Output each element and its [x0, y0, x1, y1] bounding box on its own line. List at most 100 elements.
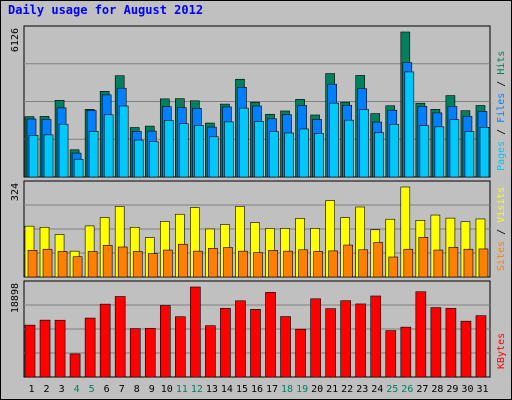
bar-sites-day-18 — [283, 250, 293, 278]
bar-kbytes-day-30 — [460, 320, 472, 378]
bar-sites-day-12 — [193, 250, 203, 278]
bar-kbytes-day-3 — [54, 319, 66, 378]
bar-kbytes-day-31 — [475, 315, 487, 378]
x-tick-label-day-16: 16 — [251, 384, 263, 395]
bar-sites-day-30 — [463, 248, 474, 278]
bar-kbytes-day-10 — [159, 305, 171, 378]
chart-title: Daily usage for August 2012 — [8, 3, 204, 17]
x-tick-label-day-24: 24 — [371, 384, 383, 395]
bar-sites-day-5 — [87, 251, 98, 278]
bar-kbytes-day-22 — [340, 300, 351, 378]
bar-pages-day-24 — [374, 132, 385, 178]
bar-kbytes-day-2 — [39, 319, 51, 378]
axis-title-part: Hits — [496, 51, 507, 75]
axis-title-part: Files — [496, 93, 507, 123]
bar-sites-day-3 — [57, 251, 68, 278]
x-tick-label-day-11: 11 — [176, 384, 188, 395]
bar-pages-day-21 — [329, 102, 339, 178]
bar-kbytes-day-29 — [445, 308, 457, 378]
bar-pages-day-3 — [58, 123, 69, 178]
x-tick-label-day-1: 1 — [29, 384, 35, 395]
x-tick-label-day-14: 14 — [221, 384, 233, 395]
bar-sites-day-22 — [343, 244, 353, 278]
bar-pages-day-12 — [194, 125, 204, 178]
x-tick-label-day-2: 2 — [44, 384, 50, 395]
bar-pages-day-31 — [479, 126, 490, 178]
bar-kbytes-day-11 — [175, 316, 186, 378]
axis-title-right: Pages / Files / Hits — [496, 51, 507, 171]
axis-title-part: Pages — [496, 141, 507, 171]
bar-kbytes-day-6 — [99, 303, 111, 378]
axis-title-part: / — [496, 75, 507, 93]
bar-pages-day-6 — [103, 114, 114, 178]
x-tick-label-day-3: 3 — [59, 384, 65, 395]
bar-pages-day-9 — [148, 141, 159, 178]
x-tick-label-day-6: 6 — [104, 384, 110, 395]
bar-sites-day-1 — [27, 250, 38, 278]
axis-title-part: / — [496, 223, 507, 241]
bar-sites-day-27 — [418, 236, 429, 278]
bar-pages-day-18 — [284, 132, 294, 178]
bar-kbytes-day-8 — [129, 328, 141, 378]
bar-sites-day-31 — [478, 248, 489, 278]
bar-kbytes-day-5 — [84, 317, 96, 378]
bar-sites-day-7 — [117, 246, 128, 278]
bar-kbytes-day-7 — [114, 296, 126, 378]
axis-title-part: Visits — [496, 187, 507, 223]
x-tick-label-day-27: 27 — [416, 384, 428, 395]
x-tick-label-day-10: 10 — [161, 384, 173, 395]
bar-sites-day-23 — [358, 249, 369, 278]
bar-kbytes-day-26 — [400, 326, 412, 378]
bar-pages-day-17 — [269, 131, 279, 178]
bar-kbytes-day-1 — [24, 324, 36, 378]
x-tick-label-day-22: 22 — [341, 384, 353, 395]
bar-sites-day-25 — [388, 256, 399, 278]
bar-pages-day-26 — [404, 71, 415, 178]
bar-sites-day-21 — [328, 250, 338, 278]
bar-sites-day-20 — [313, 251, 323, 278]
bar-pages-day-2 — [43, 134, 54, 178]
bar-pages-day-22 — [344, 119, 354, 178]
bar-pages-day-28 — [434, 126, 445, 178]
bar-sites-day-16 — [253, 252, 263, 278]
bar-pages-day-1 — [28, 135, 39, 178]
x-tick-label-day-28: 28 — [431, 384, 443, 395]
bar-sites-day-10 — [162, 249, 173, 278]
bar-pages-day-8 — [133, 139, 144, 178]
x-tick-label-day-29: 29 — [446, 384, 458, 395]
bar-sites-day-13 — [208, 248, 218, 278]
x-tick-label-day-26: 26 — [401, 384, 413, 395]
bar-kbytes-day-18 — [280, 316, 291, 378]
axis-title-part: / — [496, 123, 507, 141]
bar-pages-day-15 — [239, 107, 249, 178]
bar-pages-day-14 — [224, 121, 234, 178]
panel-2: 324 Sites / Visits — [10, 180, 507, 278]
x-tick-label-day-13: 13 — [206, 384, 218, 395]
bar-pages-day-25 — [389, 124, 400, 178]
bar-sites-day-28 — [433, 249, 444, 278]
bar-sites-day-9 — [147, 253, 158, 278]
bar-kbytes-day-23 — [355, 303, 367, 378]
bar-kbytes-day-21 — [325, 308, 336, 378]
axis-title-right: Sites / Visits — [496, 187, 507, 271]
bar-pages-day-30 — [464, 131, 475, 178]
x-tick-label-day-17: 17 — [266, 384, 278, 395]
bar-sites-day-26 — [403, 248, 414, 278]
bar-pages-day-27 — [419, 125, 430, 178]
x-tick-label-day-23: 23 — [356, 384, 368, 395]
bar-kbytes-day-28 — [430, 307, 442, 378]
bar-kbytes-day-12 — [190, 286, 201, 378]
bar-sites-day-11 — [178, 243, 188, 278]
y-max-label: 18898 — [10, 283, 21, 313]
x-tick-label-day-9: 9 — [149, 384, 155, 395]
x-tick-label-day-30: 30 — [461, 384, 473, 395]
axis-title-part: Sites — [496, 241, 507, 271]
bar-kbytes-day-27 — [415, 291, 427, 378]
bar-kbytes-day-13 — [205, 325, 216, 378]
x-tick-label-day-5: 5 — [89, 384, 95, 395]
bar-sites-day-6 — [102, 245, 113, 278]
bar-sites-day-29 — [448, 246, 459, 278]
bar-kbytes-day-16 — [250, 309, 261, 378]
x-tick-label-day-18: 18 — [281, 384, 293, 395]
